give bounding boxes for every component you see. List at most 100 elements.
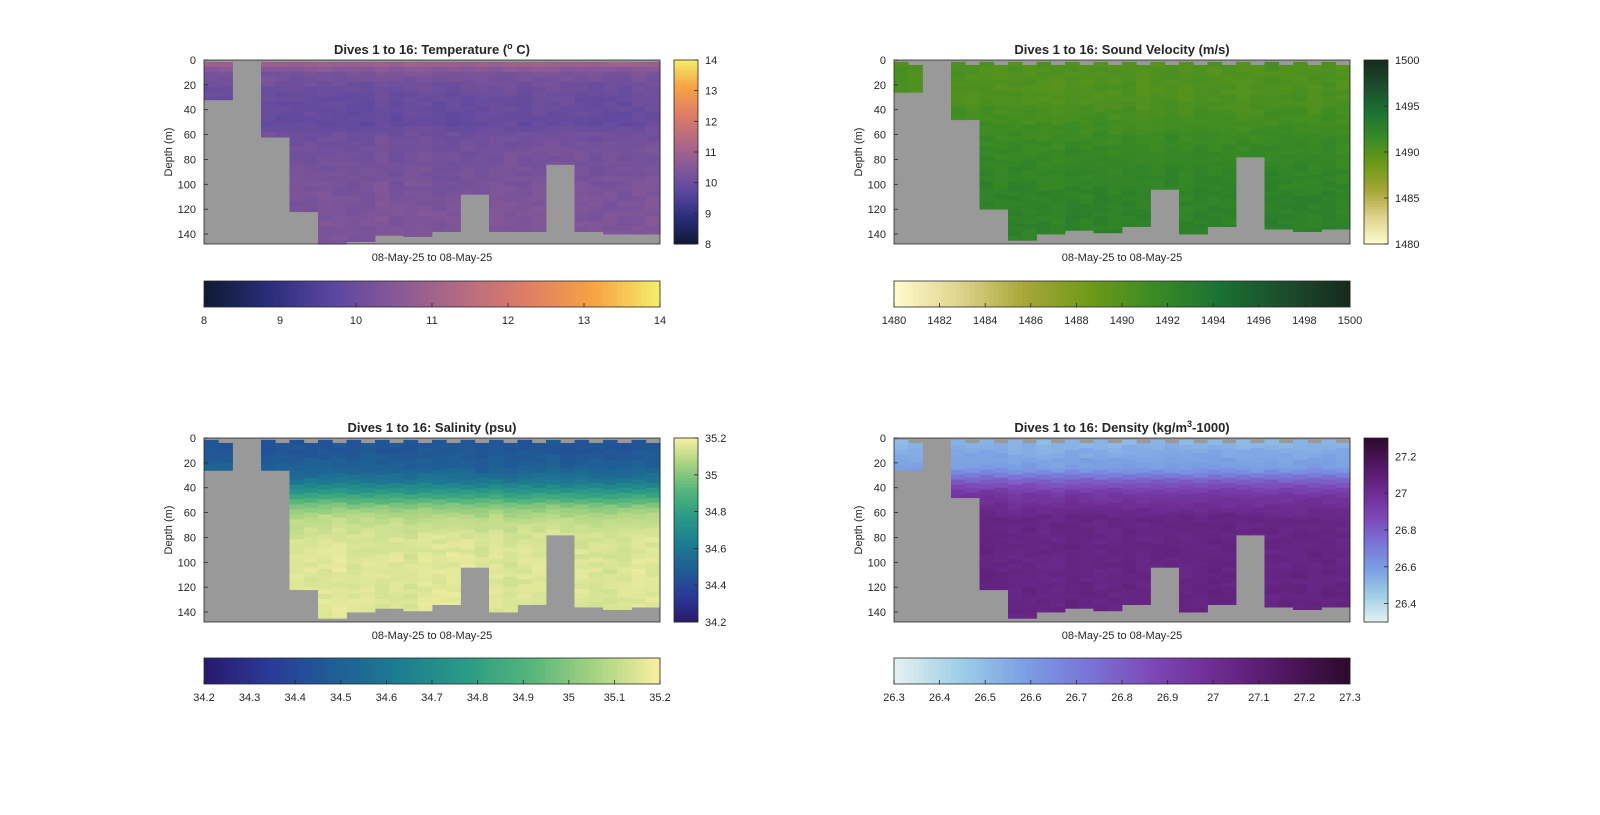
heatmap-cell <box>218 86 233 93</box>
heatmap-cell <box>503 86 518 93</box>
heatmap-cell <box>318 494 333 500</box>
heatmap-cell <box>603 584 618 590</box>
heatmap-cells <box>894 61 1351 241</box>
heatmap-cell <box>588 121 604 127</box>
heatmap-cell <box>432 71 447 78</box>
colorbar-segment <box>1364 97 1388 101</box>
heatmap-cell <box>531 156 547 162</box>
colorbar-segment <box>275 281 281 307</box>
heatmap-cell <box>1050 527 1066 533</box>
heatmap-cell <box>489 444 504 451</box>
heatmap-cell <box>645 116 661 122</box>
heatmap-cell <box>645 442 661 449</box>
heatmap-cell <box>1207 529 1223 535</box>
heatmap-cell <box>446 116 461 122</box>
heatmap-cell <box>1122 494 1137 500</box>
heatmap-cell <box>1221 467 1237 474</box>
heatmap-cell <box>1207 564 1223 570</box>
heatmap-cell <box>1293 230 1308 232</box>
colorbar-segment <box>1207 658 1213 684</box>
heatmap-cell <box>403 216 419 222</box>
heatmap-cell <box>332 522 347 528</box>
heatmap-cell <box>318 603 333 610</box>
heatmap-cell <box>1065 191 1080 197</box>
heatmap-cell <box>979 579 995 585</box>
heatmap-cell <box>375 161 390 167</box>
heatmap-cell <box>1093 66 1109 73</box>
heatmap-cell <box>375 479 390 486</box>
heatmap-cell <box>289 509 305 515</box>
colorbar-segment <box>261 281 267 307</box>
heatmap-cell <box>603 504 618 510</box>
heatmap-cell <box>432 131 447 137</box>
heatmap-cell <box>503 562 518 568</box>
heatmap-cell <box>531 532 547 538</box>
heatmap-cell <box>1008 201 1023 207</box>
heatmap-cell <box>403 524 419 530</box>
heatmap-cell <box>517 459 533 466</box>
colorbar-segment <box>280 281 286 307</box>
heatmap-cell <box>1293 81 1308 88</box>
colorbar-segment <box>213 658 219 684</box>
heatmap-cell <box>1207 539 1223 545</box>
colorbar-segment <box>674 200 698 205</box>
heatmap-cell <box>318 181 333 187</box>
heatmap-cell <box>1164 502 1180 509</box>
heatmap-cell <box>346 186 362 192</box>
heatmap-cell <box>1093 454 1109 461</box>
heatmap-cell <box>289 136 305 142</box>
heatmap-cell <box>1321 564 1337 570</box>
heatmap-cell <box>503 442 518 449</box>
heatmap-cell <box>503 176 518 182</box>
heatmap-cell <box>1278 169 1294 175</box>
heatmap-cell <box>993 69 1009 76</box>
heatmap-cell <box>289 559 305 565</box>
heatmap-cell <box>1193 199 1208 205</box>
heatmap-cell <box>1335 124 1351 131</box>
colorbar-segment <box>674 154 698 159</box>
heatmap-cell <box>1278 129 1294 135</box>
heatmap-cell <box>446 557 461 563</box>
heatmap-cell <box>645 176 661 182</box>
heatmap-cell <box>588 592 604 598</box>
heatmap-cell <box>531 181 547 187</box>
colorbar-segment <box>441 658 447 684</box>
heatmap-cell <box>993 552 1009 558</box>
heatmap-cell <box>1079 164 1094 170</box>
heatmap-cell <box>1278 447 1294 454</box>
heatmap-cell <box>1179 499 1194 505</box>
heatmap-cell <box>417 181 433 187</box>
heatmap-cell <box>1335 209 1351 215</box>
heatmap-cell <box>1122 489 1137 495</box>
colorbar-segment <box>1364 613 1388 617</box>
y-tick-label: 60 <box>874 508 886 520</box>
heatmap-cell <box>1236 136 1251 142</box>
heatmap-cell <box>204 459 219 466</box>
heatmap-cell <box>503 101 518 108</box>
colorbar-segment <box>894 281 900 307</box>
heatmap-cell <box>204 61 219 68</box>
heatmap-cell <box>517 444 533 451</box>
heatmap-cell <box>1136 497 1151 504</box>
heatmap-cell <box>1079 189 1094 195</box>
heatmap-cell <box>603 171 618 177</box>
heatmap-cell <box>1065 529 1080 535</box>
heatmap-cell <box>1236 116 1251 122</box>
colorbar-segment <box>1364 567 1388 571</box>
heatmap-cell <box>1264 509 1280 515</box>
heatmap-cell <box>503 161 518 167</box>
heatmap-cell <box>546 126 561 132</box>
colorbar-segment <box>227 658 233 684</box>
colorbar-segment <box>379 281 385 307</box>
heatmap-cell <box>517 564 533 570</box>
heatmap-cell <box>617 607 632 610</box>
heatmap-cell <box>1122 91 1137 98</box>
heatmap-cell <box>1136 144 1151 150</box>
colorbar-segment <box>1160 658 1166 684</box>
heatmap-cell <box>332 487 347 494</box>
colorbar-segment <box>1112 281 1118 307</box>
heatmap-cell <box>417 527 433 533</box>
heatmap-cell <box>1278 477 1294 484</box>
colorbar-tick-label: 35 <box>563 692 575 704</box>
colorbar-segment <box>1150 658 1156 684</box>
